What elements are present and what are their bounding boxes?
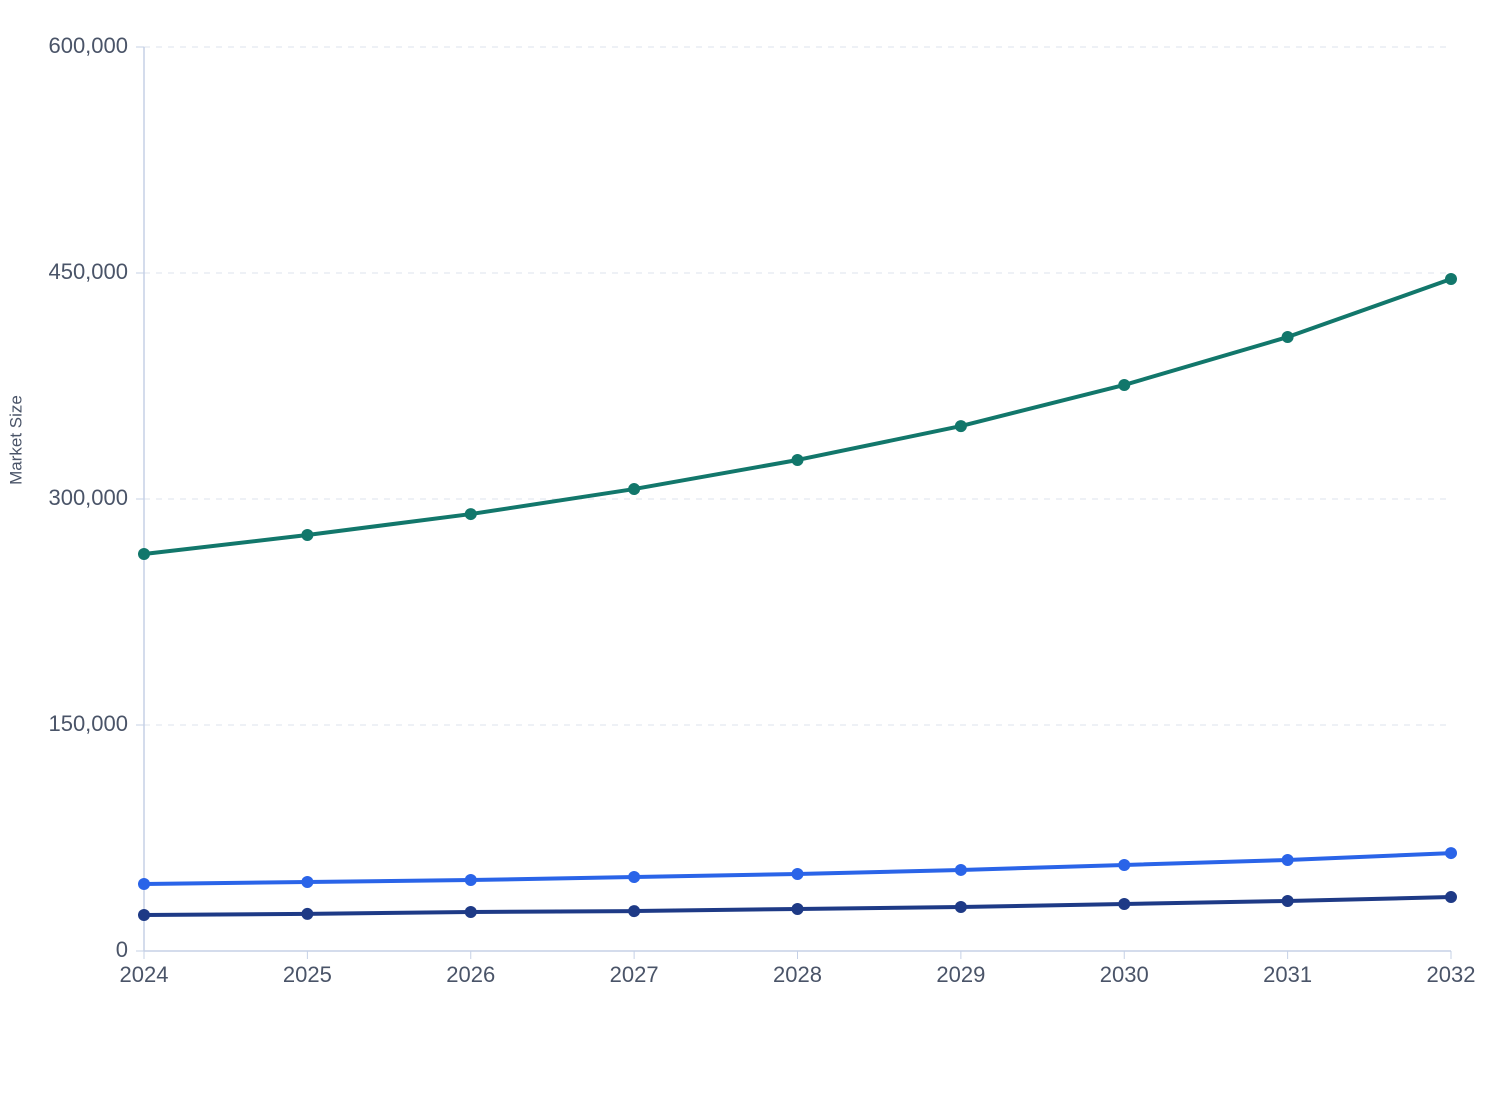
data-point: [1281, 894, 1294, 907]
data-point: [464, 874, 477, 887]
x-tick-label: 2029: [936, 962, 985, 987]
data-point: [301, 907, 314, 920]
x-tick-label: 2024: [120, 962, 169, 987]
data-point: [1445, 273, 1457, 286]
data-point: [464, 905, 477, 918]
data-point: [464, 508, 477, 521]
y-tick-label: 450,000: [48, 259, 128, 284]
y-tick-label: 150,000: [48, 711, 128, 736]
x-tick-label: 2032: [1427, 962, 1476, 987]
data-point: [301, 875, 314, 888]
x-tick-label: 2031: [1263, 962, 1312, 987]
data-point: [791, 902, 804, 915]
data-point: [1445, 891, 1457, 904]
data-point: [1118, 378, 1131, 391]
series-line: [143, 277, 1452, 556]
data-point: [1118, 858, 1131, 871]
data-point: [1281, 331, 1294, 344]
data-point: [954, 863, 967, 876]
data-point: [1118, 897, 1131, 910]
data-point: [628, 483, 641, 496]
x-tick-label: 2027: [610, 962, 659, 987]
data-point: [954, 420, 967, 433]
data-point: [791, 453, 804, 466]
data-point: [1281, 853, 1294, 866]
data-point: [628, 871, 641, 884]
data-point: [138, 877, 150, 890]
data-point: [138, 547, 150, 560]
data-point: [1445, 847, 1457, 860]
data-point: [954, 901, 967, 914]
x-tick-label: 2025: [283, 962, 332, 987]
data-point: [628, 905, 641, 918]
data-point: [138, 908, 150, 921]
y-tick-label: 0: [116, 937, 128, 962]
x-tick-label: 2028: [773, 962, 822, 987]
x-tick-label: 2030: [1100, 962, 1149, 987]
x-tick-label: 2026: [446, 962, 495, 987]
data-point: [791, 868, 804, 881]
y-tick-label: 300,000: [48, 485, 128, 510]
y-tick-label: 600,000: [48, 33, 128, 58]
y-axis-title: Market Size: [6, 395, 25, 485]
data-point: [301, 529, 314, 542]
